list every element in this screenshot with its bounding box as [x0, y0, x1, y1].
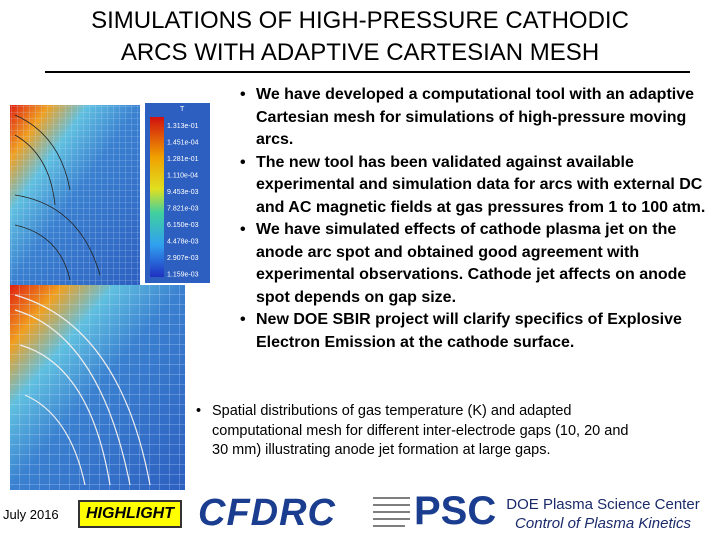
colorbar-label: 1.281e-01: [167, 156, 199, 163]
colorbar-label: 2.907e-03: [167, 255, 199, 262]
colorbar-label: 1.110e-04: [167, 173, 198, 180]
colorbar: [150, 117, 164, 277]
colorbar-label: 4.478e-03: [167, 239, 199, 246]
colorbar-title: T: [180, 106, 185, 113]
center-name: DOE Plasma Science Center: [506, 496, 700, 513]
mesh: [10, 105, 140, 285]
bullet: New DOE SBIR project will clarify specif…: [236, 309, 712, 354]
bullet-list: We have developed a computational tool w…: [236, 84, 712, 354]
colorbar-label: 1.451e-04: [167, 140, 199, 147]
title-line: SIMULATIONS OF HIGH-PRESSURE CATHODIC: [91, 7, 629, 34]
psc-logo: PSC: [414, 489, 497, 533]
bullet: The new tool has been validated against …: [236, 152, 712, 220]
colorbar-label: 1.313e-01: [167, 123, 199, 130]
caption-list: Spatial distributions of gas temperature…: [192, 402, 632, 461]
bullet: We have developed a computational tool w…: [236, 84, 712, 152]
mesh: [10, 285, 185, 490]
title-rule: [45, 71, 690, 73]
cfdrc-logo: CFDRC: [198, 492, 336, 534]
highlight-badge: HIGHLIGHT: [78, 500, 182, 528]
bullet: We have simulated effects of cathode pla…: [236, 219, 712, 309]
title-line: ARCS WITH ADAPTIVE CARTESIAN MESH: [120, 39, 600, 66]
colorbar-label: 6.150e-03: [167, 222, 199, 229]
contours: [14, 114, 101, 281]
contours: [14, 294, 151, 486]
colorbar-label: 1.159e-03: [167, 272, 199, 279]
colorbar-label: 9.453e-03: [167, 189, 199, 196]
psc-text-block: [373, 497, 410, 527]
center-subtitle: Control of Plasma Kinetics: [515, 515, 691, 532]
colorbar-label: 7.821e-03: [167, 206, 199, 213]
caption: Spatial distributions of gas temperature…: [192, 402, 632, 461]
date: July 2016: [3, 507, 59, 522]
simulation-images: T 1.313e-01 1.451e-04 1.281e-01 1.110e-04 9.…: [10, 103, 210, 490]
